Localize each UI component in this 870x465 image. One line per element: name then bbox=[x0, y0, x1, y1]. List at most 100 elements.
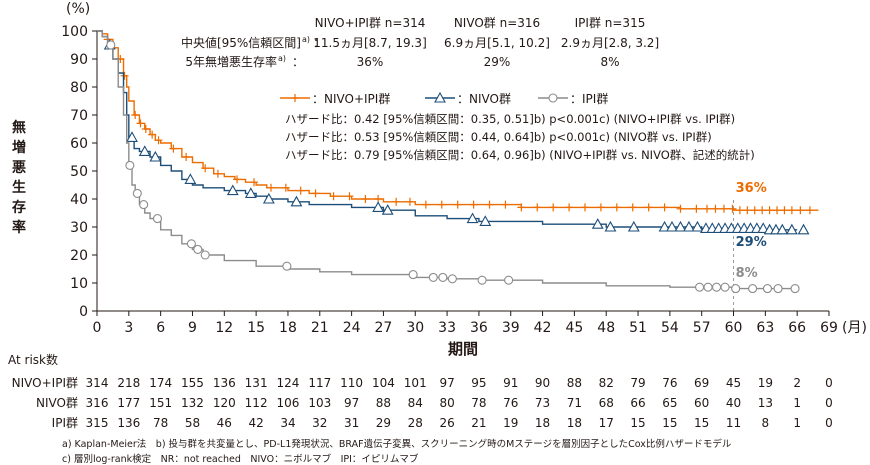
legend-label: ：NIVO+IPI群 bbox=[312, 92, 390, 106]
censor-mark bbox=[477, 275, 487, 285]
at-risk-value: 131 bbox=[245, 376, 268, 390]
x-tick-label: 21 bbox=[311, 320, 329, 336]
at-risk-value: 124 bbox=[277, 376, 300, 390]
y-axis-label: 無増悪生存率 bbox=[12, 120, 26, 236]
censor-mark bbox=[757, 222, 770, 233]
at-risk-value: 136 bbox=[213, 376, 236, 390]
censor-mark bbox=[139, 200, 149, 210]
at-risk-value: 1 bbox=[793, 396, 801, 410]
censor-mark bbox=[773, 206, 782, 215]
x-axis-label: 期間 bbox=[448, 340, 478, 358]
end-label: 8% bbox=[736, 266, 758, 281]
at-risk-value: 26 bbox=[439, 416, 454, 430]
at-risk-value: 15 bbox=[694, 416, 709, 430]
x-unit-label: (月) bbox=[842, 320, 867, 336]
censor-mark bbox=[596, 203, 605, 212]
at-risk-value: 8 bbox=[762, 416, 770, 430]
at-risk-value: 19 bbox=[503, 416, 518, 430]
at-risk-value: 97 bbox=[344, 396, 359, 410]
median-colon: ： bbox=[313, 36, 325, 50]
censor-mark bbox=[405, 197, 414, 206]
at-risk-value: 95 bbox=[471, 376, 486, 390]
censor-mark bbox=[421, 200, 430, 209]
x-tick-label: 3 bbox=[124, 320, 133, 336]
at-risk-value: 177 bbox=[117, 396, 140, 410]
at-risk-value: 218 bbox=[117, 376, 140, 390]
group-header: NIVO群 n=316 bbox=[454, 16, 540, 30]
censor-mark bbox=[266, 183, 275, 192]
at-risk-value: 78 bbox=[471, 396, 486, 410]
at-risk-value: 32 bbox=[312, 416, 327, 430]
legend-marker bbox=[434, 91, 446, 103]
annotation-layer: 36% 29% 8% NIVO+IPI群 n=314 NIVO群 n=316 IPI群 n… bbox=[181, 16, 767, 281]
at-risk-value: 45 bbox=[726, 376, 741, 390]
x-tick-label: 45 bbox=[565, 320, 583, 336]
censor-mark bbox=[131, 111, 140, 119]
at-risk-value: 19 bbox=[758, 376, 773, 390]
censor-mark bbox=[120, 71, 129, 80]
censor-mark bbox=[200, 250, 210, 260]
x-tick-label: 30 bbox=[406, 320, 424, 336]
censor-mark bbox=[186, 239, 196, 249]
curve-nivo bbox=[97, 30, 798, 231]
censor-mark bbox=[125, 160, 135, 170]
at-risk-value: 91 bbox=[503, 376, 518, 390]
at-risk-value: 132 bbox=[181, 396, 204, 410]
at-risk-value: 21 bbox=[471, 416, 486, 430]
censor-mark bbox=[805, 206, 814, 215]
censor-mark bbox=[565, 203, 574, 212]
censor-mark bbox=[658, 220, 671, 232]
at-risk-value: 117 bbox=[308, 376, 331, 390]
censor-mark bbox=[581, 203, 589, 212]
censor-mark bbox=[126, 131, 138, 142]
end-label: 36% bbox=[736, 181, 767, 196]
at-risk-value: 155 bbox=[181, 376, 204, 390]
at-risk-value: 110 bbox=[340, 376, 363, 390]
censor-mark bbox=[226, 184, 239, 196]
legend-marker bbox=[548, 93, 558, 103]
censor-mark bbox=[152, 214, 163, 224]
x-tick-label: 54 bbox=[661, 320, 679, 336]
at-risk-value: 104 bbox=[372, 376, 395, 390]
at-risk-value: 17 bbox=[599, 416, 614, 430]
x-tick-label: 63 bbox=[756, 320, 774, 336]
x-tick-label: 18 bbox=[279, 320, 297, 336]
censor-mark bbox=[674, 220, 687, 232]
x-tick-label: 12 bbox=[215, 320, 233, 336]
censor-mark bbox=[703, 204, 711, 213]
censor-mark bbox=[138, 145, 151, 156]
y-tick-label: 0 bbox=[79, 304, 88, 320]
at-risk-value: 15 bbox=[662, 416, 677, 430]
x-tick-label: 60 bbox=[725, 320, 743, 336]
at-risk-value: 314 bbox=[86, 376, 109, 390]
x-tick-label: 9 bbox=[188, 320, 197, 336]
x-tick-label: 15 bbox=[247, 320, 265, 336]
median-value: 11.5ヵ月[8.7, 19.3] bbox=[313, 36, 427, 50]
at-risk-value: 71 bbox=[567, 396, 582, 410]
censor-mark bbox=[591, 218, 604, 229]
censor-mark bbox=[290, 195, 303, 207]
at-risk-value: 42 bbox=[248, 416, 263, 430]
hazard-ratio-line: ハザード比：0.42 [95%信頼区間：0.35, 0.51]b) p<0.00… bbox=[285, 112, 735, 126]
y-tick-label: 50 bbox=[70, 164, 88, 180]
censor-mark bbox=[469, 200, 478, 209]
censor-mark bbox=[627, 220, 640, 232]
at-risk-value: 120 bbox=[213, 396, 236, 410]
censor-mark bbox=[731, 284, 741, 294]
at-risk-value: 18 bbox=[535, 416, 550, 430]
at-risk-value: 0 bbox=[825, 416, 833, 430]
at-risk-value: 90 bbox=[535, 376, 550, 390]
censor-mark bbox=[381, 204, 394, 215]
censor-mark bbox=[182, 153, 191, 161]
at-risk-value: 31 bbox=[344, 416, 359, 430]
at-risk-value: 97 bbox=[439, 376, 454, 390]
censor-mark bbox=[244, 187, 257, 198]
censor-mark bbox=[281, 183, 290, 192]
censor-mark bbox=[719, 204, 728, 213]
at-risk-value: 0 bbox=[825, 396, 833, 410]
censor-mark bbox=[765, 206, 774, 215]
at-risk-value: 151 bbox=[149, 396, 172, 410]
censor-mark bbox=[392, 197, 401, 206]
censor-mark bbox=[149, 150, 162, 162]
